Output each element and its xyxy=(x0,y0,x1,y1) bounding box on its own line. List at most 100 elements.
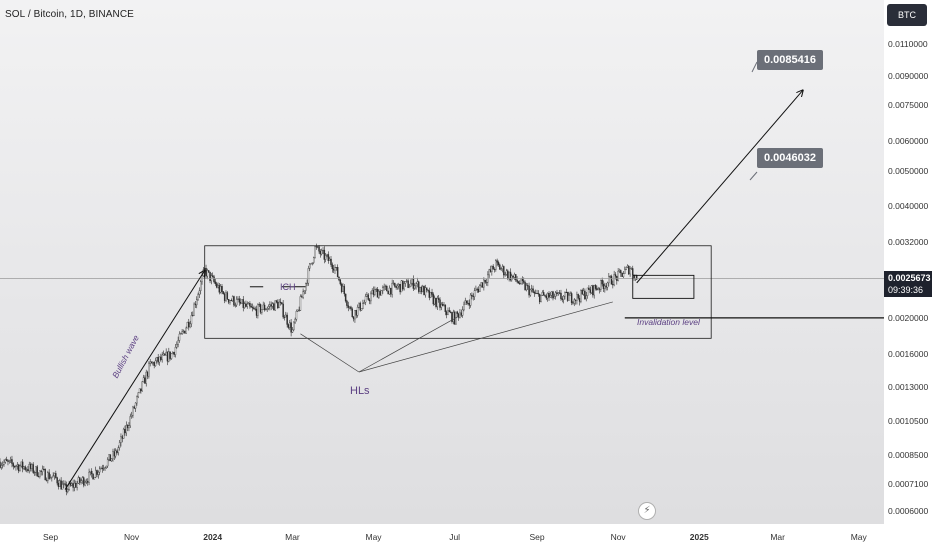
candle-body xyxy=(420,287,423,292)
candle-body xyxy=(402,280,404,290)
time-tick-label: May xyxy=(365,532,382,542)
candle-body xyxy=(528,285,530,296)
candle-body xyxy=(355,310,357,316)
candle-body xyxy=(94,470,97,478)
candle-body xyxy=(414,285,416,289)
candle-body xyxy=(121,436,124,439)
candle-body xyxy=(423,286,425,296)
candle-body xyxy=(326,254,328,256)
symbol-title[interactable]: SOL / Bitcoin, 1D, BINANCE xyxy=(5,9,134,20)
candle-body xyxy=(400,280,403,293)
candle-body xyxy=(29,464,32,469)
candle-body xyxy=(343,286,346,295)
candle-body xyxy=(263,304,266,311)
candle-body xyxy=(540,295,542,303)
candle-body xyxy=(392,282,395,284)
candle-body xyxy=(516,279,518,282)
price-tick-label: 0.0090000 xyxy=(888,71,929,82)
candle-body xyxy=(444,304,447,312)
candle-body xyxy=(303,290,306,292)
candle-body xyxy=(612,284,614,286)
candle-body xyxy=(7,460,9,462)
candle-body xyxy=(324,255,327,260)
candle-body xyxy=(447,310,449,315)
candle-body xyxy=(489,269,492,272)
candle-body xyxy=(285,314,287,318)
candle-body xyxy=(335,267,338,268)
candle-body xyxy=(542,292,545,296)
candle-body xyxy=(396,285,399,288)
candle-body xyxy=(16,464,19,467)
candle-body xyxy=(553,296,556,299)
price-chart[interactable] xyxy=(0,0,884,524)
time-axis[interactable]: Sep Nov 2024 Mar May Jul Sep Nov 2025 Mar May xyxy=(0,524,884,550)
candle-body xyxy=(541,292,544,296)
candle-body xyxy=(501,266,504,269)
candle-body xyxy=(582,290,585,295)
candle-body xyxy=(269,304,271,307)
candle-body xyxy=(545,295,548,299)
candle-body xyxy=(432,294,435,305)
candle-body xyxy=(90,470,93,475)
candle-body xyxy=(580,289,582,302)
candle-body xyxy=(459,312,461,318)
candle-body xyxy=(503,266,505,276)
chart-area[interactable]: SOL / Bitcoin, 1D, BINANCE 0.0085416 0.0… xyxy=(0,0,884,524)
candle-body xyxy=(531,288,533,291)
candle-body xyxy=(566,292,569,301)
candle-body xyxy=(219,286,222,293)
candle-body xyxy=(298,309,300,311)
candle-body xyxy=(399,284,401,293)
candle-body xyxy=(97,471,100,475)
candle-body xyxy=(1,464,4,466)
candle-body xyxy=(301,296,303,298)
candle-body xyxy=(255,308,258,316)
candle-body xyxy=(44,469,46,481)
candle-body xyxy=(158,356,161,363)
candle-body xyxy=(72,483,74,488)
candle-body xyxy=(294,319,296,323)
candle-body xyxy=(606,282,609,288)
candle-body xyxy=(513,274,516,278)
currency-badge[interactable]: BTC xyxy=(887,4,927,26)
candle-body xyxy=(125,425,128,434)
candle-body xyxy=(289,322,291,328)
candle-body xyxy=(156,356,158,362)
candle-body xyxy=(218,285,221,293)
candle-body xyxy=(519,283,521,285)
candle-body xyxy=(509,271,512,281)
candle-body xyxy=(185,327,187,334)
candle-body xyxy=(136,396,138,404)
candle-body xyxy=(282,303,284,318)
candle-body xyxy=(309,263,311,269)
candle-body xyxy=(37,475,40,477)
candle-body xyxy=(534,292,537,294)
candle-body xyxy=(223,293,226,301)
time-tick-label: 2024 xyxy=(203,532,223,542)
candle-body xyxy=(460,312,463,316)
candle-body xyxy=(133,406,135,409)
candle-body xyxy=(515,274,517,281)
drawings-group xyxy=(0,61,884,490)
candle-body xyxy=(608,276,610,284)
candle-body xyxy=(73,482,76,488)
candle-body xyxy=(165,351,167,356)
candle-body xyxy=(161,354,163,360)
candle-body xyxy=(249,303,251,307)
candle-body xyxy=(483,279,485,288)
candle-body xyxy=(419,287,421,292)
lightning-icon[interactable]: ⚡ xyxy=(638,502,656,520)
price-tick-label: 0.0007100 xyxy=(888,478,929,489)
candle-body xyxy=(279,301,282,303)
candle-body xyxy=(205,267,207,277)
candle-body xyxy=(570,293,573,303)
candle-body xyxy=(101,467,104,470)
candle-body xyxy=(286,314,288,325)
candle-body xyxy=(132,406,134,416)
price-tick-label: 0.0032000 xyxy=(888,237,929,248)
candle-body xyxy=(85,481,88,483)
candle-body xyxy=(370,293,372,302)
candle-body xyxy=(403,283,405,290)
candle-body xyxy=(511,275,513,281)
candle-body xyxy=(358,302,360,308)
